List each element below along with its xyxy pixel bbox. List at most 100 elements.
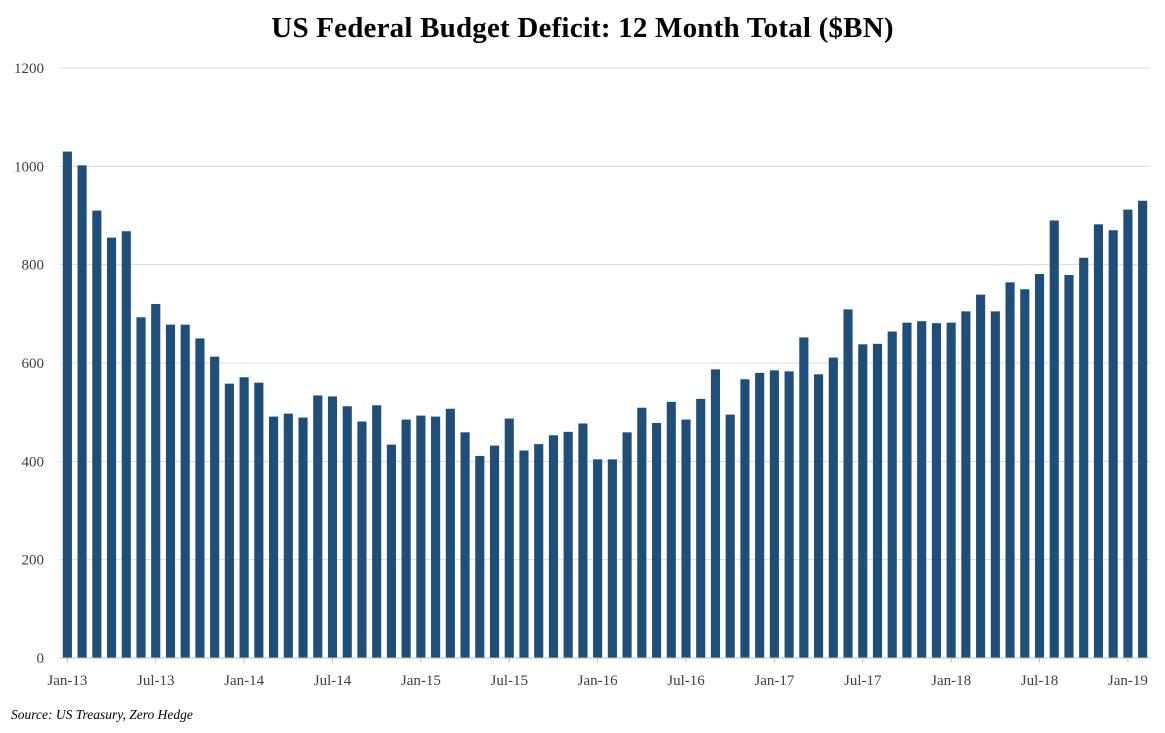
bar [990, 311, 1000, 658]
bar [666, 401, 676, 658]
y-tick-label: 1200 [14, 61, 44, 77]
bar [725, 414, 735, 658]
bar [357, 421, 367, 658]
bar [298, 417, 308, 658]
bar [961, 311, 971, 658]
bar [769, 370, 779, 658]
x-tick-label: Jan-15 [401, 673, 441, 689]
x-tick-label: Jul-17 [844, 673, 882, 689]
bar [843, 309, 853, 658]
bar [62, 151, 72, 659]
bar [872, 343, 883, 658]
x-tick-label: Jul-18 [1021, 673, 1059, 689]
bar [254, 382, 264, 658]
x-tick-label: Jan-17 [754, 673, 794, 689]
x-tick-label: Jan-16 [578, 673, 618, 689]
bar [151, 304, 161, 658]
bar [799, 337, 809, 658]
bar [121, 231, 131, 658]
bar [931, 323, 941, 658]
bar [651, 422, 662, 658]
bar [1034, 274, 1045, 658]
bar [1079, 257, 1089, 658]
bar [489, 445, 500, 658]
bar [637, 407, 647, 658]
bar [1123, 209, 1133, 658]
x-tick-label: Jul-15 [491, 673, 529, 689]
bar [828, 357, 838, 658]
bar [1093, 224, 1104, 658]
bar [946, 322, 956, 658]
bar [578, 423, 588, 658]
y-tick-label: 800 [22, 258, 45, 274]
x-tick-label: Jul-13 [137, 673, 175, 689]
x-axis-ticks [66, 658, 1129, 663]
bar [313, 395, 323, 658]
bar [548, 435, 559, 658]
bar [887, 331, 897, 658]
bar [165, 324, 176, 658]
bar [622, 432, 632, 658]
bar [224, 383, 234, 658]
y-tick-label: 600 [22, 356, 45, 372]
bar [696, 398, 706, 658]
bar [1138, 200, 1148, 658]
x-tick-label: Jan-13 [47, 673, 87, 689]
bar [784, 371, 794, 658]
bar [416, 415, 426, 658]
chart-title: US Federal Budget Deficit: 12 Month Tota… [271, 12, 894, 44]
bar [1064, 274, 1074, 658]
gridlines [60, 67, 1150, 561]
bar [210, 356, 220, 658]
x-tick-label: Jan-18 [931, 673, 971, 689]
bar [534, 444, 544, 658]
y-axis-tick-labels: 0 200 400 600 800 1000 1200 [14, 61, 44, 667]
bar [342, 406, 352, 658]
bar [504, 418, 514, 658]
bar [976, 294, 986, 658]
y-tick-label: 400 [22, 454, 45, 470]
bar [195, 338, 205, 658]
x-tick-label: Jan-14 [224, 673, 264, 689]
bar [563, 431, 573, 658]
bar [136, 317, 146, 658]
bar [283, 413, 293, 658]
y-tick-label: 0 [37, 651, 45, 667]
source-note: Source: US Treasury, Zero Hedge [11, 707, 193, 722]
bar [239, 377, 249, 658]
x-tick-label: Jan-19 [1108, 673, 1148, 689]
bar [681, 419, 691, 658]
bar [401, 419, 411, 658]
bar [755, 372, 765, 658]
bar [740, 379, 750, 658]
bar [917, 321, 927, 658]
bar [386, 444, 396, 658]
y-tick-label: 200 [22, 553, 45, 569]
bar [710, 369, 721, 658]
bar [460, 432, 470, 658]
bar [902, 322, 912, 658]
bar [814, 374, 824, 658]
bar [1020, 289, 1030, 658]
bar [106, 237, 117, 658]
bar [1049, 220, 1059, 658]
y-tick-label: 1000 [14, 159, 44, 175]
bar [607, 459, 617, 658]
bar [77, 165, 87, 658]
bar [180, 324, 190, 658]
bar [327, 396, 338, 658]
bar [92, 210, 102, 659]
bar [475, 455, 485, 658]
bars [62, 151, 1148, 659]
bar [1108, 230, 1118, 658]
bar [519, 450, 529, 658]
bar [431, 416, 441, 658]
bar [1005, 282, 1015, 658]
x-tick-label: Jul-14 [314, 673, 352, 689]
bar [858, 344, 868, 658]
bar [593, 459, 603, 658]
bar [445, 408, 455, 658]
x-tick-label: Jul-16 [667, 673, 705, 689]
bar [372, 405, 382, 658]
